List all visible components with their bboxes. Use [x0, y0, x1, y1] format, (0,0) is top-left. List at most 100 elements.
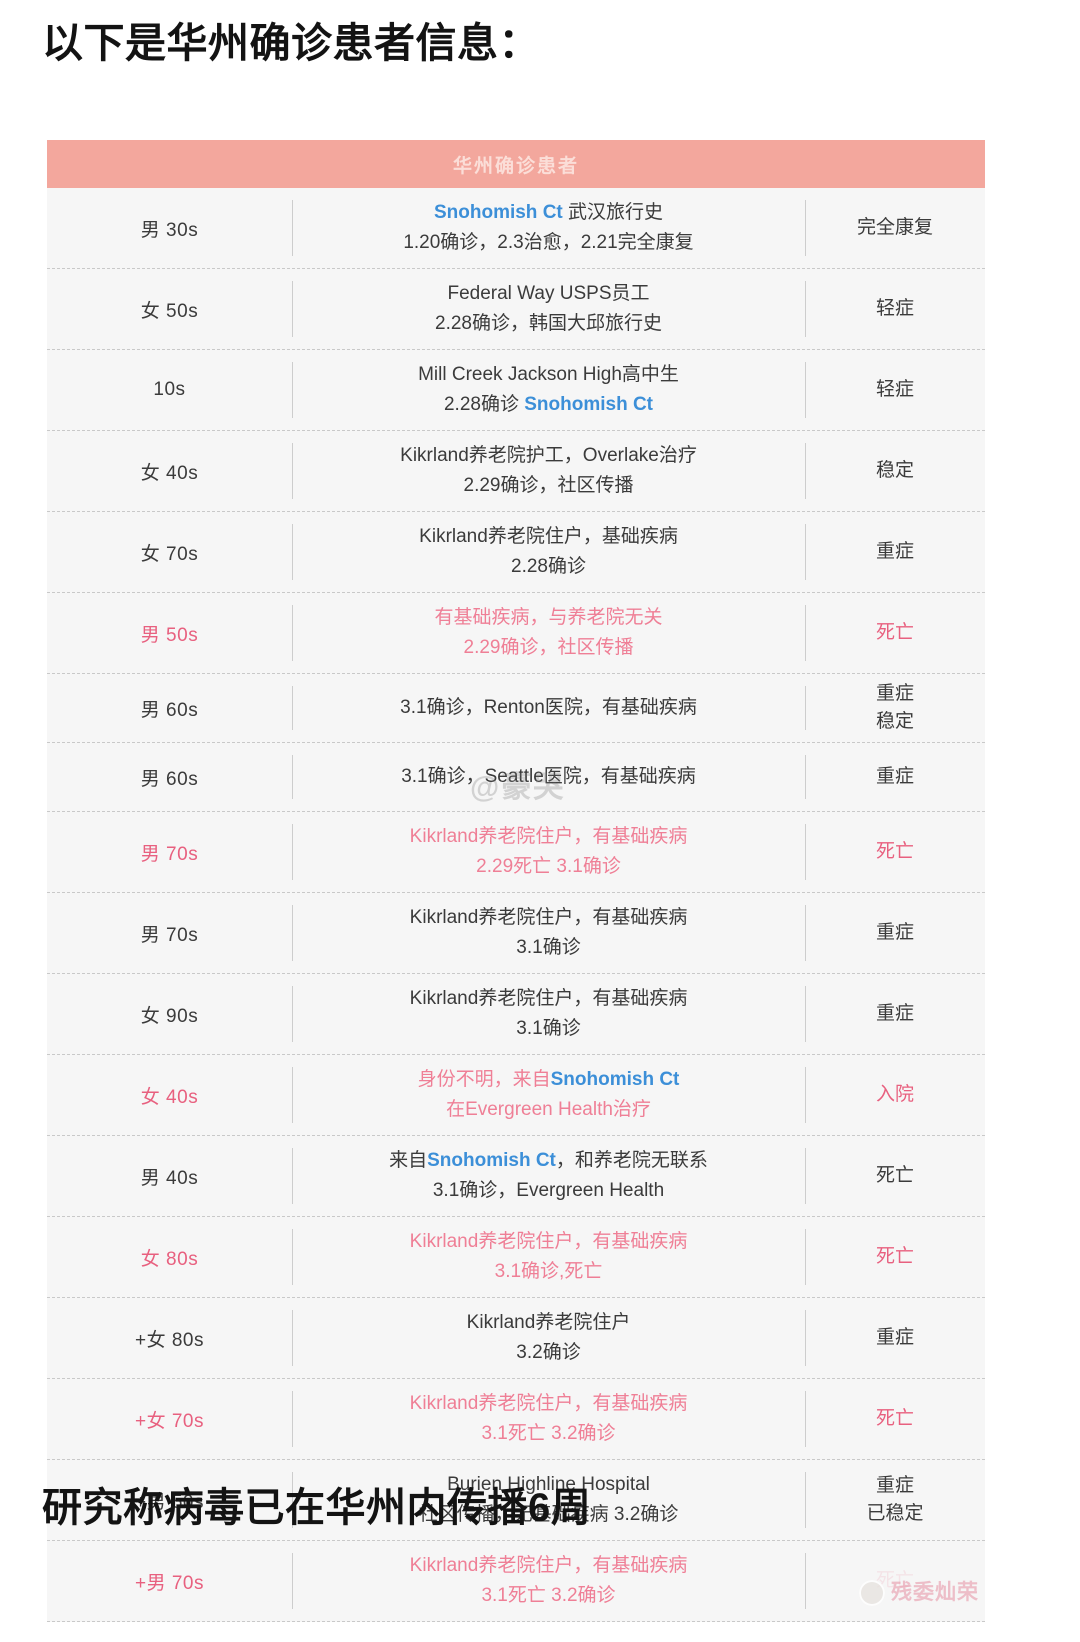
status-badge: 入院 — [875, 1084, 914, 1105]
patient-status-cell: 死亡 — [805, 1379, 985, 1459]
patient-detail-cell: 有基础疾病，与养老院无关 2.29确诊，社区传播 — [292, 593, 805, 673]
detail-text: 2.29死亡 3.1确诊 — [476, 856, 621, 877]
table-row: +女 70s Kikrland养老院住户，有基础疾病 3.1死亡 3.2确诊 死亡 — [47, 1379, 985, 1460]
table-row: +男 70s Kikrland养老院住户，有基础疾病 3.1死亡 3.2确诊 死亡 残委… — [47, 1541, 985, 1622]
patient-status-cell: 入院 — [805, 1055, 985, 1135]
detail-line-2: 2.29死亡 3.1确诊 — [476, 852, 621, 882]
patient-detail-cell: 身份不明，来自Snohomish Ct 在Evergreen Health治疗 — [292, 1055, 805, 1135]
detail-line-1: Mill Creek Jackson High高中生 — [418, 360, 679, 390]
patient-detail-cell: Burien Highline Hospital 社区传播，无基础疾病 3.2确诊 — [292, 1460, 805, 1540]
detail-text: ，和养老院无联系 — [555, 1150, 708, 1171]
patient-detail-cell: Kikrland养老院住户，有基础疾病 3.1确诊,死亡 — [292, 1217, 805, 1297]
detail-text: 来自 — [389, 1150, 428, 1171]
table-row: 10s Mill Creek Jackson High高中生 2.28确诊 Snoh… — [47, 350, 985, 431]
table-row: 男 70s Kikrland养老院住户，有基础疾病 2.29死亡 3.1确诊 死亡 — [47, 812, 985, 893]
detail-text: Burien Highline Hospital — [447, 1474, 650, 1495]
status-badge: 重症 — [875, 922, 914, 943]
detail-line-2: 3.1确诊,死亡 — [495, 1257, 603, 1287]
table-row: 女 40s 身份不明，来自Snohomish Ct 在Evergreen Healt… — [47, 1055, 985, 1136]
detail-text: 2.28确诊 — [443, 394, 525, 415]
detail-line-1: Kikrland养老院护工，Overlake治疗 — [400, 441, 697, 471]
patient-status-cell: 重症 稳定 — [805, 674, 985, 742]
detail-text: 3.1确诊，Evergreen Health — [432, 1180, 665, 1201]
patient-detail-cell: Kikrland养老院住户，基础疾病 2.28确诊 — [292, 512, 805, 592]
detail-line-1: Kikrland养老院住户，有基础疾病 — [410, 1551, 688, 1581]
detail-text: 3.1确诊 — [516, 937, 581, 958]
table-row: 男 40s 来自Snohomish Ct，和养老院无联系 3.1确诊，Evergre… — [47, 1136, 985, 1217]
status-badge: 重症 — [875, 1475, 914, 1496]
detail-text: Kikrland养老院护工，Overlake治疗 — [400, 445, 697, 466]
detail-line-2: 3.1确诊 — [516, 1014, 580, 1044]
patient-status-cell: 死亡 残委灿荣 — [805, 1541, 985, 1621]
detail-location-link: Snohomish Ct — [524, 394, 654, 415]
patient-age-cell: 女 90s — [140, 1005, 199, 1027]
detail-text: Kikrland养老院住户 — [466, 1312, 631, 1333]
patient-status-cell: 轻症 — [805, 350, 985, 430]
patient-status-cell: 死亡 — [805, 1136, 985, 1216]
detail-text: 社区传播，无基础疾病 3.2确诊 — [418, 1504, 679, 1525]
detail-text: 身份不明，来自 — [417, 1069, 551, 1090]
detail-text: 2.29确诊，社区传播 — [463, 637, 634, 658]
status-badge: 重症 — [875, 1327, 914, 1348]
detail-location-link: Snohomish Ct — [550, 1069, 680, 1090]
status-badge: 轻症 — [875, 379, 914, 400]
patient-detail-cell: Kikrland养老院住户，有基础疾病 3.1死亡 3.2确诊 — [292, 1379, 805, 1459]
table-row: 女 70s Kikrland养老院住户，基础疾病 2.28确诊 重症 — [47, 512, 985, 593]
patient-status-cell: 重症 — [805, 1298, 985, 1378]
detail-line-1: Burien Highline Hospital — [447, 1470, 650, 1500]
patient-age-cell: +男 50s — [134, 1491, 204, 1513]
patient-status-cell: 重症 — [805, 743, 985, 811]
patient-detail-cell: Mill Creek Jackson High高中生 2.28确诊 Snohomi… — [292, 350, 805, 430]
patient-detail-cell: Snohomish Ct 武汉旅行史 1.20确诊，2.3治愈，2.21完全康复 — [292, 188, 805, 268]
table-body: 男 30s Snohomish Ct 武汉旅行史 1.20确诊，2.3治愈，2.21… — [47, 188, 985, 1622]
detail-line-1: Snohomish Ct 武汉旅行史 — [434, 198, 663, 228]
detail-text: 在Evergreen Health治疗 — [446, 1099, 651, 1120]
detail-line-2: 3.1确诊，Evergreen Health — [433, 1176, 664, 1206]
patient-age-cell: 男 70s — [140, 924, 199, 946]
patient-table: 华州确诊患者 男 30s Snohomish Ct 武汉旅行史 1.20确诊，2.3… — [47, 140, 985, 1622]
detail-text: Mill Creek Jackson High高中生 — [418, 364, 679, 385]
detail-location-link: Snohomish Ct — [427, 1150, 556, 1171]
status-badge: 完全康复 — [856, 217, 933, 238]
patient-age-cell: 男 60s — [140, 768, 199, 790]
detail-line-2: 2.29确诊，社区传播 — [464, 471, 634, 501]
patient-status-cell: 重症 — [805, 974, 985, 1054]
detail-text: 武汉旅行史 — [562, 202, 664, 223]
patient-status-cell: 死亡 — [805, 1217, 985, 1297]
status-badge: 死亡 — [875, 1246, 914, 1267]
detail-text: Kikrland养老院住户，有基础疾病 — [409, 1393, 688, 1414]
detail-line-1: 来自Snohomish Ct，和养老院无联系 — [389, 1146, 708, 1176]
patient-age-cell: 10s — [153, 379, 186, 400]
patient-age-cell: 女 50s — [140, 300, 199, 322]
status-badge-secondary: 已稳定 — [866, 1503, 924, 1524]
table-row: +男 50s Burien Highline Hospital 社区传播，无基础疾病… — [47, 1460, 985, 1541]
detail-text: 3.2确诊 — [516, 1342, 581, 1363]
detail-text: 2.28确诊 — [511, 556, 586, 577]
table-row: 女 80s Kikrland养老院住户，有基础疾病 3.1确诊,死亡 死亡 — [47, 1217, 985, 1298]
table-row: +女 80s Kikrland养老院住户 3.2确诊 重症 — [47, 1298, 985, 1379]
status-badge: 重症 — [875, 541, 914, 562]
detail-text: 3.1死亡 3.2确诊 — [481, 1585, 616, 1606]
patient-detail-cell: 来自Snohomish Ct，和养老院无联系 3.1确诊，Evergreen He… — [292, 1136, 805, 1216]
detail-text: Kikrland养老院住户，有基础疾病 — [409, 826, 688, 847]
detail-line-2: 3.2确诊 — [516, 1338, 580, 1368]
patient-detail-cell: Kikrland养老院住户，有基础疾病 3.1确诊 — [292, 893, 805, 973]
patient-status-cell: 重症 已稳定 — [805, 1460, 985, 1540]
detail-text: Kikrland养老院住户，有基础疾病 — [409, 1555, 688, 1576]
detail-text: 1.20确诊，2.3治愈，2.21完全康复 — [403, 232, 694, 253]
detail-line-1: 有基础疾病，与养老院无关 — [434, 603, 662, 633]
patient-status-cell: 死亡 — [805, 812, 985, 892]
patient-detail-cell: Federal Way USPS员工 2.28确诊，韩国大邱旅行史 — [292, 269, 805, 349]
table-row: 男 60s 3.1确诊，Seattle医院，有基础疾病 重症 — [47, 743, 985, 812]
status-badge: 死亡 — [875, 622, 914, 643]
detail-text: 2.29确诊，社区传播 — [463, 475, 634, 496]
patient-age-cell: 男 40s — [140, 1167, 199, 1189]
patient-age-cell: +女 70s — [134, 1410, 204, 1432]
patient-status-cell: 重症 — [805, 893, 985, 973]
patient-detail-cell: Kikrland养老院护工，Overlake治疗 2.29确诊，社区传播 — [292, 431, 805, 511]
patient-status-cell: 稳定 — [805, 431, 985, 511]
detail-line-2: 2.28确诊 Snohomish Ct — [444, 390, 653, 420]
detail-text: Kikrland养老院住户，有基础疾病 — [409, 1231, 688, 1252]
patient-age-cell: +男 70s — [134, 1572, 204, 1594]
patient-age-cell: 女 40s — [140, 1086, 199, 1108]
